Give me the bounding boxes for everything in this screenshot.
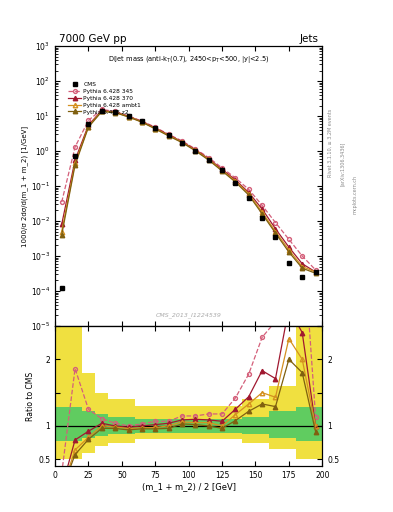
Legend: CMS, Pythia 6.428 345, Pythia 6.428 370, Pythia 6.428 ambt1, Pythia 6.428 z2: CMS, Pythia 6.428 345, Pythia 6.428 370,… (66, 80, 143, 117)
Text: Dijet mass (anti-k$_\mathrm{T}$(0.7), 2450<p$_\mathrm{T}$<500, |y|<2.5): Dijet mass (anti-k$_\mathrm{T}$(0.7), 24… (108, 54, 269, 66)
Y-axis label: Ratio to CMS: Ratio to CMS (26, 371, 35, 420)
X-axis label: (m_1 + m_2) / 2 [GeV]: (m_1 + m_2) / 2 [GeV] (141, 482, 236, 492)
Text: 7000 GeV pp: 7000 GeV pp (59, 33, 127, 44)
Text: CMS_2013_I1224539: CMS_2013_I1224539 (156, 312, 222, 317)
Text: mcplots.cern.ch: mcplots.cern.ch (353, 175, 358, 214)
Y-axis label: 1000/σ 2dσ/d(m_1 + m_2) [1/GeV]: 1000/σ 2dσ/d(m_1 + m_2) [1/GeV] (21, 125, 28, 247)
Text: [arXiv:1306.3436]: [arXiv:1306.3436] (340, 142, 345, 186)
Text: Jets: Jets (299, 33, 318, 44)
Text: Rivet 3.1.10, ≥ 3.2M events: Rivet 3.1.10, ≥ 3.2M events (328, 109, 333, 178)
